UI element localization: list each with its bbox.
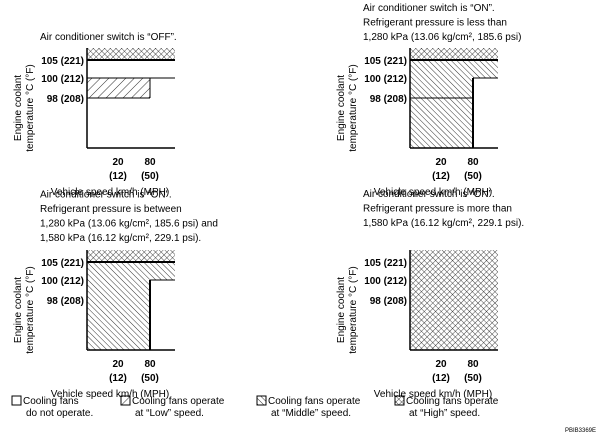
x-label: (50) — [464, 171, 482, 182]
region — [87, 48, 175, 60]
y-label: 105 (221) — [364, 258, 407, 269]
x-label: 80 — [467, 157, 479, 168]
y-label: 105 (221) — [41, 56, 84, 67]
caption: 1,280 kPa (13.06 kg/cm², 185.6 psi) — [363, 32, 521, 43]
y-title: Engine coolant — [13, 277, 24, 343]
region — [410, 48, 498, 60]
caption: Air conditioner switch is “ON”. — [40, 190, 172, 201]
legend-text: at “High” speed. — [409, 408, 480, 419]
caption: Refrigerant pressure is between — [40, 204, 182, 215]
y-label: 98 (208) — [47, 296, 84, 307]
legend-swatch — [256, 395, 267, 406]
y-title: Engine coolant — [336, 277, 347, 343]
x-label: 80 — [467, 359, 479, 370]
x-label: (50) — [464, 373, 482, 384]
legend-swatch — [120, 395, 131, 406]
region — [410, 60, 498, 78]
y-title: temperature °C (°F) — [348, 64, 359, 151]
region — [410, 250, 498, 350]
caption: Refrigerant pressure is less than — [363, 18, 507, 29]
x-title: Vehicle speed km/h (MPH) — [374, 389, 492, 400]
x-label: 20 — [435, 359, 447, 370]
figure-code: PBIB3369E — [565, 428, 596, 434]
y-title: temperature °C (°F) — [25, 266, 36, 353]
caption: Air conditioner switch is “ON”. — [363, 3, 495, 14]
y-title: Engine coolant — [13, 75, 24, 141]
legend-swatch — [11, 395, 22, 406]
y-label: 100 (212) — [364, 74, 407, 85]
x-label: 80 — [144, 359, 156, 370]
legend-text: Cooling fans operate — [132, 396, 225, 407]
caption: Refrigerant pressure is more than — [363, 204, 512, 215]
y-title: temperature °C (°F) — [348, 266, 359, 353]
x-title: Vehicle speed km/h (MPH) — [51, 187, 169, 198]
legend-text: do not operate. — [26, 408, 93, 419]
y-label: 105 (221) — [364, 56, 407, 67]
x-label: (50) — [141, 373, 159, 384]
legend-text: Cooling fans operate — [268, 396, 361, 407]
y-label: 100 (212) — [41, 74, 84, 85]
y-label: 105 (221) — [41, 258, 84, 269]
legend-swatch — [394, 395, 405, 406]
caption: Air conditioner switch is “ON”. — [363, 189, 495, 200]
x-label: (12) — [109, 373, 127, 384]
caption: 1,580 kPa (16.12 kg/cm², 229.1 psi). — [363, 218, 524, 229]
region — [87, 78, 150, 98]
y-label: 98 (208) — [370, 296, 407, 307]
y-title: temperature °C (°F) — [25, 64, 36, 151]
x-label: (12) — [432, 373, 450, 384]
legend-text: Cooling fans — [23, 396, 79, 407]
x-title: Vehicle speed km/h (MPH) — [51, 389, 169, 400]
region — [87, 280, 150, 350]
x-label: (50) — [141, 171, 159, 182]
caption: 1,280 kPa (13.06 kg/cm², 185.6 psi) and — [40, 219, 218, 230]
x-label: 80 — [144, 157, 156, 168]
legend-text: at “Low” speed. — [135, 408, 204, 419]
y-label: 98 (208) — [47, 94, 84, 105]
x-label: (12) — [432, 171, 450, 182]
x-label: 20 — [112, 157, 124, 168]
y-title: Engine coolant — [336, 75, 347, 141]
caption: 1,580 kPa (16.12 kg/cm², 229.1 psi). — [40, 233, 201, 244]
legend-text: Cooling fans operate — [406, 396, 499, 407]
region — [87, 250, 175, 262]
legend-text: at “Middle” speed. — [271, 408, 351, 419]
y-label: 100 (212) — [41, 276, 84, 287]
region — [410, 78, 473, 148]
y-label: 100 (212) — [364, 276, 407, 287]
y-label: 98 (208) — [370, 94, 407, 105]
region — [87, 262, 175, 280]
x-label: 20 — [112, 359, 124, 370]
x-label: 20 — [435, 157, 447, 168]
x-title: Vehicle speed km/h (MPH) — [374, 187, 492, 198]
x-label: (12) — [109, 171, 127, 182]
caption: Air conditioner switch is “OFF”. — [40, 32, 177, 43]
